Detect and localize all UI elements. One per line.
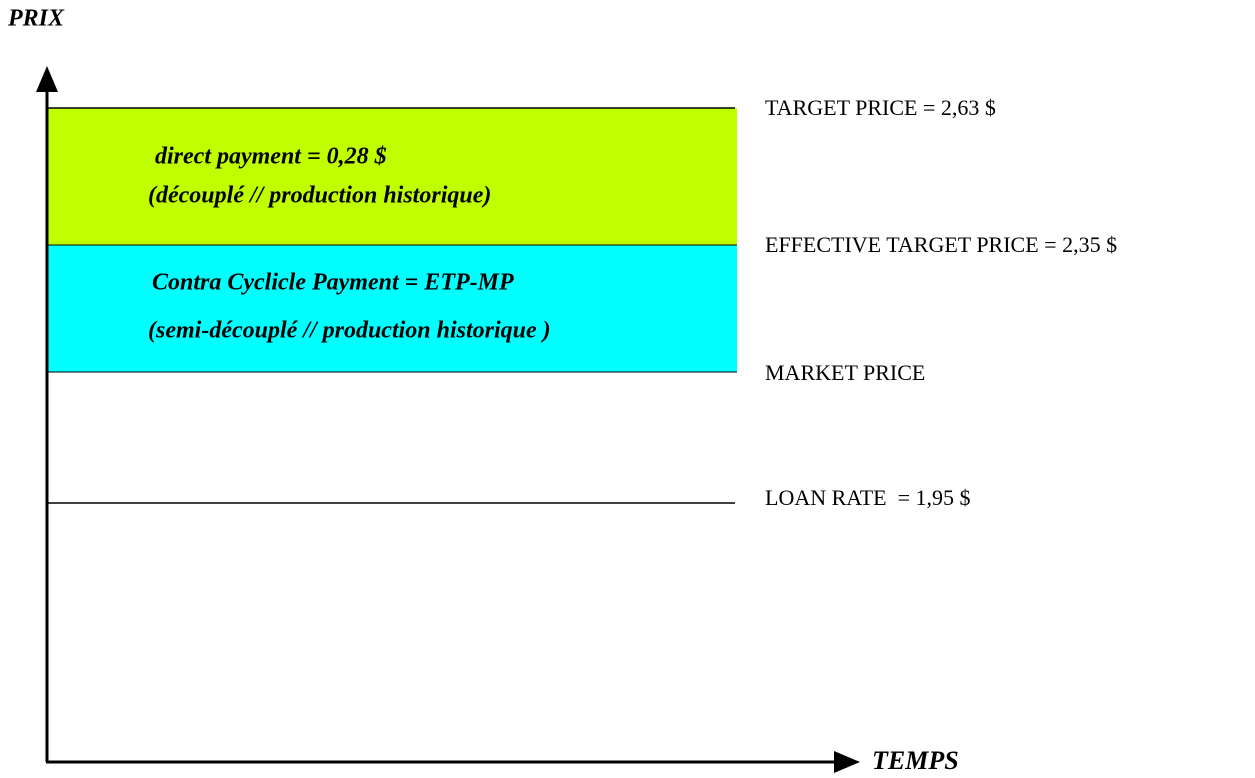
box-text: direct payment = 0,28 $ (155, 144, 387, 170)
y-axis-arrow (36, 66, 58, 92)
level-label: LOAN RATE = 1,95 $ (765, 485, 971, 510)
box-text: (semi-découplé // production historique … (148, 318, 551, 344)
level-label: TARGET PRICE = 2,63 $ (765, 95, 996, 120)
direct-payment-box (48, 108, 737, 245)
y-axis-label: PRIX (7, 6, 65, 32)
x-axis-arrow (834, 751, 860, 773)
level-label: MARKET PRICE (765, 360, 925, 385)
level-label: EFFECTIVE TARGET PRICE = 2,35 $ (765, 232, 1117, 257)
box-text: (découplé // production historique) (148, 183, 491, 209)
box-text: Contra Cyclicle Payment = ETP-MP (152, 270, 514, 296)
x-axis-label: TEMPS (872, 746, 959, 775)
counter-cyclical-box (48, 245, 737, 372)
